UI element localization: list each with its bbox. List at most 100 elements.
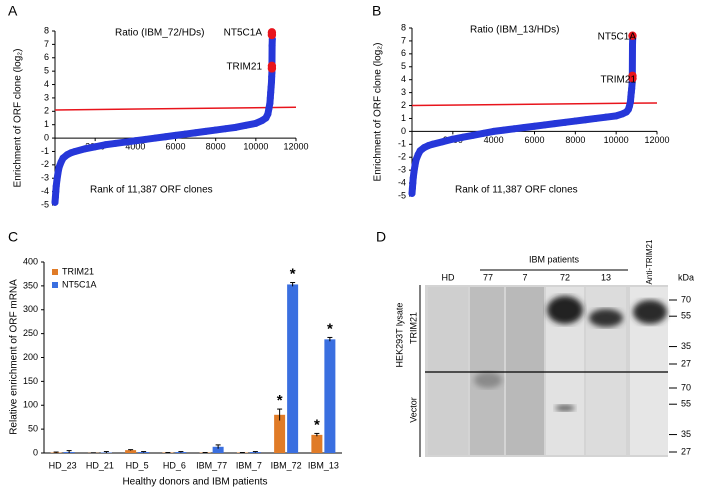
data-point [151,134,159,142]
x-tick-label: HD_6 [163,460,186,470]
bar [138,452,150,453]
marker-label: 27 [681,446,691,456]
data-point [510,125,518,133]
data-point [267,89,275,97]
data-point [51,198,59,206]
data-point [551,120,559,128]
y-tick-label: 3 [44,92,49,102]
y-tick-label: 200 [23,352,38,362]
data-point [612,112,620,120]
x-tick-label: IBM_72 [271,460,302,470]
x-tick-label: 8000 [206,141,226,151]
data-point [141,135,149,143]
data-point [264,110,272,118]
data-point [490,127,498,135]
y-tick-label: 5 [44,66,49,76]
annotation: NT5C1A [224,28,263,39]
data-point [172,131,179,139]
x-tick-label: 12000 [644,135,669,145]
data-point [52,182,60,190]
y-tick-label: -4 [398,177,406,187]
data-point [267,30,277,40]
x-axis-label: Rank of 11,387 ORF clones [90,185,213,196]
band [555,405,575,411]
lane-label: HD [442,272,455,282]
band [474,372,502,388]
lane [428,287,468,455]
row-label: TRIM21 [408,312,418,344]
lane-label: 7 [522,272,527,282]
y-tick-label: 4 [44,79,49,89]
data-point [571,117,579,125]
lane-label: 72 [560,272,570,282]
data-point [267,78,275,86]
y-tick-label: 3 [401,87,406,97]
y-tick-label: 50 [28,424,38,434]
y-tick-label: 7 [401,35,406,45]
data-point [202,127,210,135]
data-point [428,140,436,148]
data-point [265,105,273,113]
data-point [101,141,109,149]
lane-label: 77 [483,272,493,282]
y-tick-label: -2 [41,159,49,169]
data-point [268,42,276,50]
bar [212,446,224,453]
y-tick-label: 0 [401,126,406,136]
data-point [121,138,129,146]
annotation: TRIM21 [600,75,636,86]
data-point [161,133,169,141]
band [547,296,583,324]
annotation: TRIM21 [226,62,262,73]
y-tick-label: 0 [44,132,49,142]
y-tick-label: 1 [401,113,406,123]
legend-swatch [52,269,58,275]
side-label: HEK293T lysate [394,303,404,368]
bar [125,450,137,453]
significance-marker: * [290,266,296,283]
data-point [131,137,139,145]
rank-curve [408,34,637,197]
annotation: Ratio (IBM_13/HDs) [470,25,559,36]
y-tick-label: -1 [398,139,406,149]
y-tick-label: -3 [398,165,406,175]
x-axis-label: Healthy donors and IBM patients [122,477,267,488]
data-point [479,129,487,137]
x-tick-label: 10000 [604,135,629,145]
data-point [242,121,250,129]
data-point [71,147,79,155]
data-point [266,94,274,102]
group-label: IBM patients [529,254,580,264]
marker-label: 55 [681,399,691,409]
y-tick-label: -5 [41,199,49,209]
row-label: Vector [408,397,418,423]
y-tick-label: 300 [23,304,38,314]
data-point [52,188,60,196]
data-point [267,83,275,91]
x-tick-label: IBM_7 [236,460,262,470]
y-tick-label: -5 [398,190,406,200]
data-point [628,74,637,83]
legend-label: NT5C1A [62,279,97,289]
y-tick-label: 6 [44,52,49,62]
threshold-line [411,102,658,107]
marker-label: 27 [681,358,691,368]
data-point [469,131,477,139]
blot-image [419,269,668,457]
data-point [439,138,447,146]
y-tick-label: 2 [401,100,406,110]
data-point [500,126,508,134]
y-tick-label: 350 [23,280,38,290]
lane-label: Anti-TRIM21 [645,239,654,284]
y-tick-label: -3 [41,173,49,183]
y-tick-label: 0 [33,447,38,457]
x-tick-label: HD_5 [126,460,149,470]
y-axis-label: Enrichment of ORF clone (log₂) [13,49,24,188]
data-point [449,135,457,143]
bar [249,452,261,453]
y-tick-label: 2 [44,106,49,116]
y-tick-label: 5 [401,61,406,71]
marker-label: 35 [681,341,691,351]
data-point [51,193,59,201]
panel-label: B [372,3,381,19]
